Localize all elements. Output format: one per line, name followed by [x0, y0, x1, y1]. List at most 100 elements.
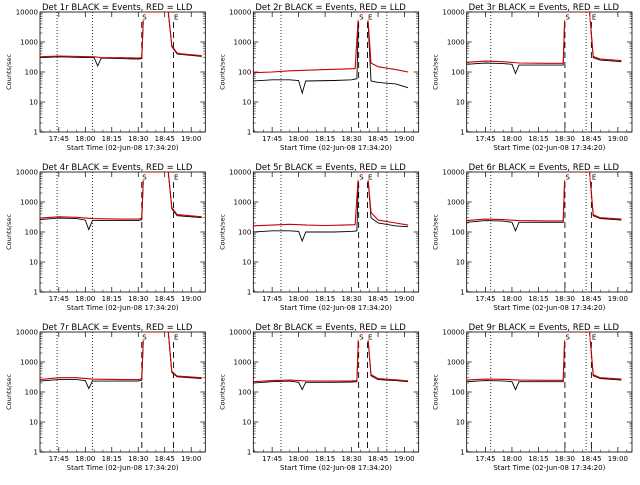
chart-panel-3: Det 3r BLACK = Events, RED = LLD 1 10 100 10… — [432, 3, 633, 152]
plot-frame — [39, 171, 206, 293]
y-tick-label: 1 — [460, 449, 464, 457]
marker-label-s: S — [359, 334, 364, 342]
x-tick-label: 17:45 — [49, 455, 69, 463]
y-axis-label: Counts/sec — [432, 214, 440, 250]
chart-title: Det 4r BLACK = Events, RED = LLD — [42, 163, 193, 173]
marker-label-e: E — [368, 14, 372, 22]
plot-frame — [466, 171, 633, 293]
x-axis-label: Start Time (02-Jun-08 17:34:20) — [280, 304, 392, 312]
x-tick-label: 18:15 — [102, 295, 122, 303]
series-line-red — [253, 172, 409, 227]
y-axis-label: Counts/sec — [5, 374, 13, 410]
chart-title: Det 5r BLACK = Events, RED = LLD — [255, 163, 406, 173]
marker-label-bg — [590, 332, 598, 341]
series-line-red — [466, 172, 622, 222]
x-tick-label: 18:00 — [75, 135, 95, 143]
y-tick-label: 10000 — [229, 9, 251, 17]
marker-label-bg — [563, 332, 571, 341]
y-tick-label: 10000 — [229, 169, 251, 177]
x-tick-label: 18:00 — [75, 295, 95, 303]
y-axis-label: Counts/sec — [432, 374, 440, 410]
marker-label-bg — [590, 12, 598, 21]
y-tick-label: 10 — [29, 99, 38, 107]
y-tick-label: 100 — [238, 389, 251, 397]
y-tick-label: 1000 — [234, 359, 252, 367]
x-tick-label: 17:45 — [475, 455, 495, 463]
x-tick-label: 19:00 — [394, 135, 414, 143]
x-tick-label: 18:15 — [528, 135, 548, 143]
series-line-black — [466, 332, 622, 391]
y-tick-label: 1 — [34, 129, 38, 137]
marker-label-bg — [172, 172, 180, 181]
x-tick-label: 18:45 — [368, 295, 388, 303]
y-tick-label: 1000 — [234, 39, 252, 47]
y-tick-label: 1000 — [234, 199, 252, 207]
x-tick-label: 19:00 — [394, 295, 414, 303]
x-tick-label: 18:30 — [341, 295, 361, 303]
x-tick-label: 19:00 — [608, 135, 628, 143]
series-line-red — [466, 332, 622, 381]
x-tick-label: 18:30 — [341, 455, 361, 463]
marker-label-e: E — [368, 334, 372, 342]
x-tick-label: 18:00 — [75, 455, 95, 463]
x-tick-label: 17:45 — [262, 455, 282, 463]
y-tick-label: 100 — [238, 69, 251, 77]
x-tick-label: 17:45 — [262, 295, 282, 303]
x-axis-label: Start Time (02-Jun-08 17:34:20) — [67, 464, 179, 472]
plot-frame — [466, 331, 633, 453]
x-tick-label: 18:45 — [581, 135, 601, 143]
x-tick-label: 19:00 — [181, 295, 201, 303]
x-tick-label: 18:15 — [315, 135, 335, 143]
y-tick-label: 100 — [25, 389, 38, 397]
y-tick-label: 1000 — [20, 359, 38, 367]
series-line-red — [466, 12, 622, 64]
x-tick-label: 18:30 — [341, 135, 361, 143]
x-tick-label: 18:15 — [102, 135, 122, 143]
y-tick-label: 100 — [451, 69, 464, 77]
marker-label-e: E — [592, 174, 596, 182]
series-line-red — [40, 172, 202, 220]
marker-label-s: S — [142, 334, 147, 342]
marker-label-bg — [357, 332, 365, 341]
y-tick-label: 1000 — [447, 39, 465, 47]
x-tick-label: 18:30 — [128, 295, 148, 303]
y-tick-label: 1000 — [20, 39, 38, 47]
y-tick-label: 10 — [29, 419, 38, 427]
x-axis-label: Start Time (02-Jun-08 17:34:20) — [280, 144, 392, 152]
y-axis-label: Counts/sec — [432, 54, 440, 90]
x-tick-label: 18:45 — [581, 295, 601, 303]
marker-label-bg — [366, 12, 374, 21]
marker-label-bg — [357, 172, 365, 181]
x-tick-label: 18:00 — [289, 295, 309, 303]
y-tick-label: 1 — [34, 449, 38, 457]
y-axis-label: Counts/sec — [218, 54, 226, 90]
marker-label-bg — [172, 12, 180, 21]
x-tick-label: 19:00 — [608, 455, 628, 463]
chart-panel-6: Det 6r BLACK = Events, RED = LLD 1 10 100 10… — [432, 163, 633, 312]
series-line-black — [253, 172, 409, 243]
marker-label-bg — [140, 332, 148, 341]
chart-panel-4: Det 4r BLACK = Events, RED = LLD 1 10 100 10… — [5, 163, 206, 312]
y-tick-label: 100 — [25, 69, 38, 77]
x-tick-label: 18:45 — [368, 135, 388, 143]
marker-label-s: S — [142, 174, 147, 182]
x-tick-label: 19:00 — [608, 295, 628, 303]
chart-panel-9: Det 9r BLACK = Events, RED = LLD 1 10 100 10… — [432, 323, 633, 472]
y-tick-label: 10000 — [229, 329, 251, 337]
plot-frame — [39, 11, 206, 133]
marker-label-s: S — [142, 14, 147, 22]
x-tick-label: 18:00 — [502, 135, 522, 143]
x-tick-label: 17:45 — [49, 295, 69, 303]
marker-label-bg — [590, 172, 598, 181]
marker-label-s: S — [565, 14, 570, 22]
series-line-black — [466, 172, 622, 232]
y-axis-label: Counts/sec — [5, 54, 13, 90]
plot-frame — [252, 331, 420, 453]
marker-label-bg — [563, 172, 571, 181]
marker-label-bg — [563, 12, 571, 21]
chart-title: Det 7r BLACK = Events, RED = LLD — [42, 323, 193, 333]
chart-panel-8: Det 8r BLACK = Events, RED = LLD 1 10 100 10… — [218, 323, 420, 472]
chart-title: Det 6r BLACK = Events, RED = LLD — [469, 163, 620, 173]
marker-label-s: S — [359, 174, 364, 182]
y-tick-label: 100 — [451, 389, 464, 397]
